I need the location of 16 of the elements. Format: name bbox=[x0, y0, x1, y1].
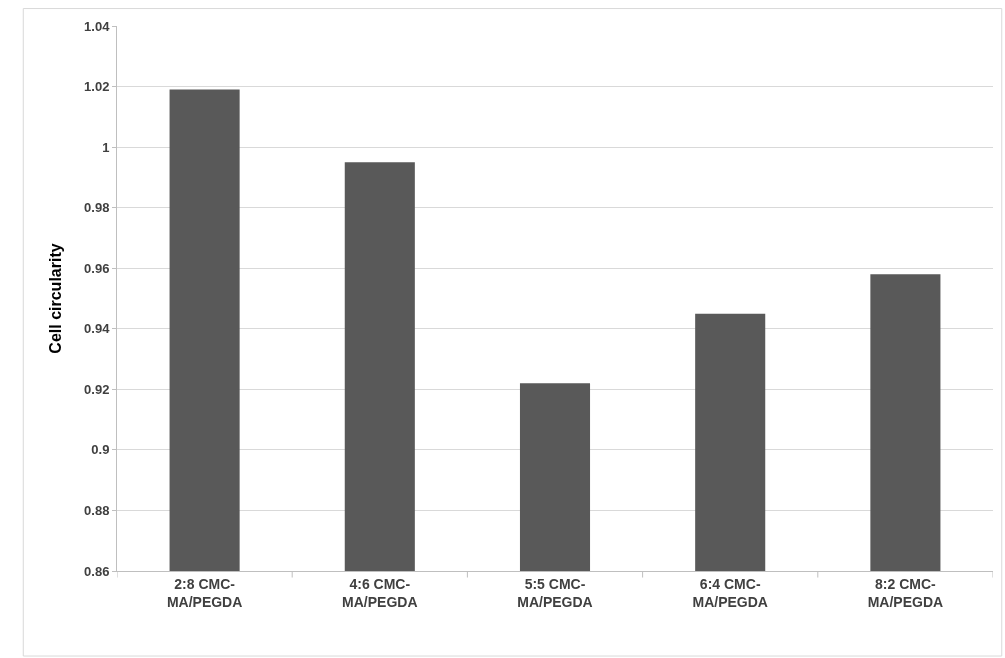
y-tick-label: 0.86 bbox=[84, 563, 110, 579]
y-tick-label: 0.98 bbox=[84, 200, 110, 216]
y-tick-label: 1.04 bbox=[84, 18, 111, 34]
x-tick-label: 4:6 CMC-MA/PEGDA bbox=[342, 575, 418, 610]
y-tick-label: 0.92 bbox=[84, 381, 110, 397]
y-axis-title: Cell circularity bbox=[46, 243, 64, 354]
y-tick-label: 0.9 bbox=[91, 442, 110, 458]
x-tick-label: 8:2 CMC-MA/PEGDA bbox=[867, 575, 944, 610]
y-tick-label: 0.94 bbox=[84, 321, 111, 337]
y-tick-label: 1 bbox=[102, 139, 110, 155]
x-tick-label: 6:4 CMC-MA/PEGDA bbox=[692, 575, 768, 610]
y-tick-label: 1.02 bbox=[84, 79, 110, 95]
x-tick-label: 2:8 CMC-MA/PEGDA bbox=[166, 575, 243, 610]
y-tick-label: 0.96 bbox=[84, 260, 110, 276]
x-tick-label: 5:5 CMC-MA/PEGDA bbox=[517, 575, 593, 610]
y-tick-label: 0.88 bbox=[84, 502, 110, 518]
